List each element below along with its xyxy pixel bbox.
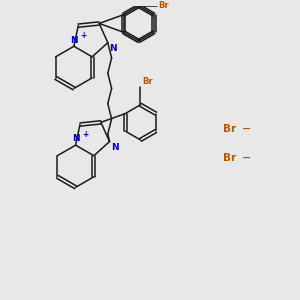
Text: −: − [242,124,252,134]
Text: N: N [109,44,117,53]
Text: N: N [72,134,80,143]
Text: +: + [80,31,87,40]
Text: Br: Br [158,2,168,10]
Text: −: − [242,153,252,163]
Text: Br: Br [223,153,236,163]
Text: +: + [82,130,88,139]
Text: Br: Br [142,77,153,86]
Text: N: N [70,35,78,44]
Text: Br: Br [223,124,236,134]
Text: N: N [111,143,118,152]
